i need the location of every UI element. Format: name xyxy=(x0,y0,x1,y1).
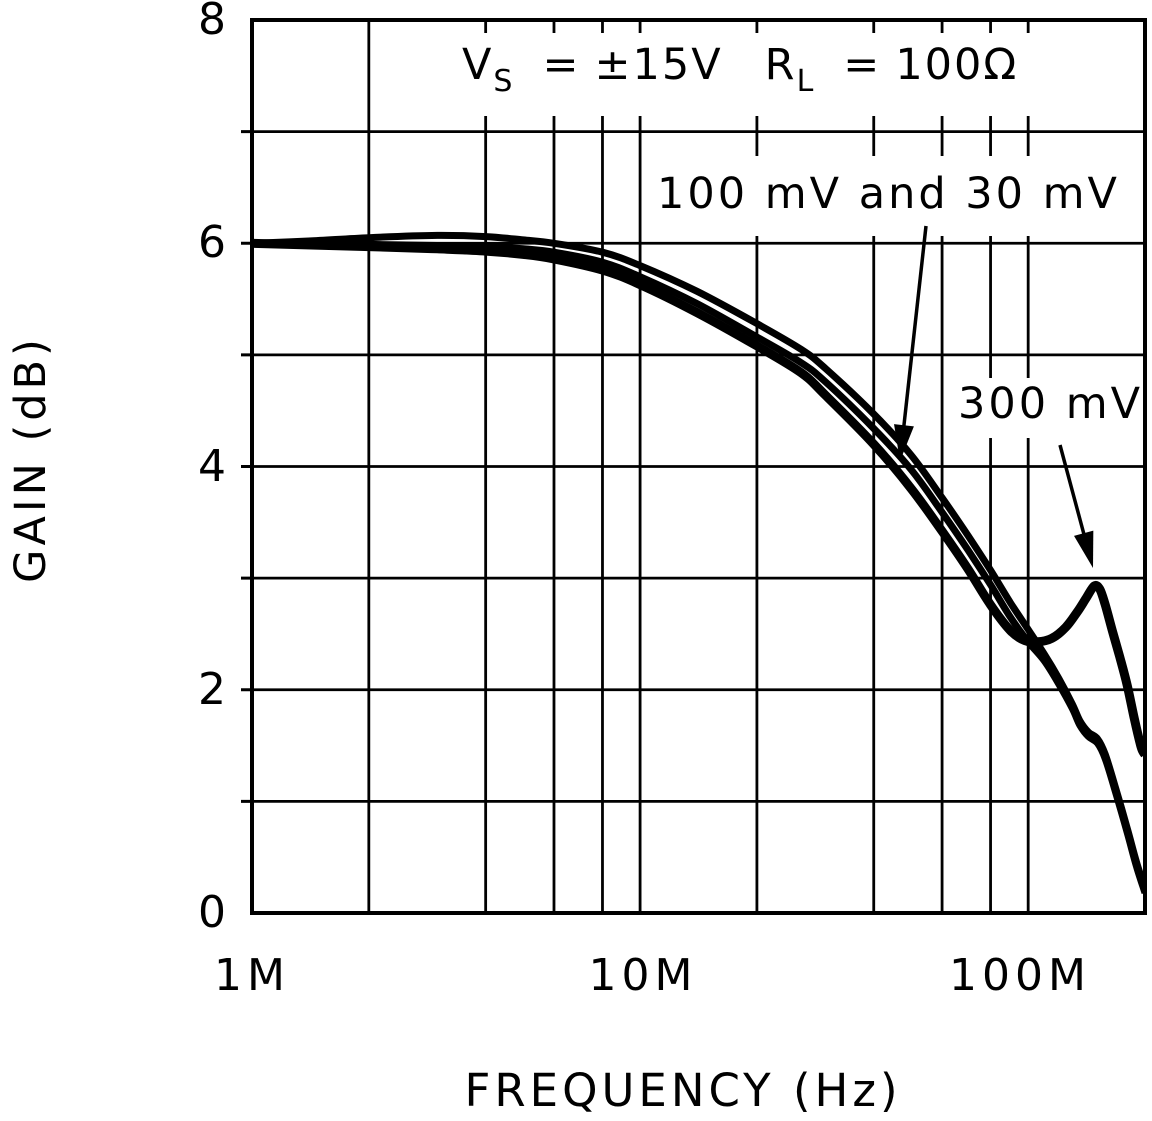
x-tick-label-1m: 1M xyxy=(214,950,290,1001)
rl-value: 100Ω xyxy=(895,40,1019,90)
y-tick-label-8: 8 xyxy=(198,0,228,45)
curve-300mv xyxy=(252,238,1145,758)
vs-subscript: S xyxy=(493,64,513,99)
curve-30mv xyxy=(252,231,1145,890)
y-tick-label-4: 4 xyxy=(198,441,228,492)
y-tick-label-0: 0 xyxy=(198,887,228,938)
y-axis-title: GAIN (dB) xyxy=(6,335,56,583)
vs-value: ±15V xyxy=(594,40,723,90)
y-tick-label-2: 2 xyxy=(198,664,228,715)
annotation-arrows xyxy=(894,225,1094,568)
rl-symbol: R xyxy=(764,40,797,90)
x-tick-label-10m: 10M xyxy=(588,950,698,1001)
gridlines xyxy=(252,20,1145,913)
vs-symbol: V xyxy=(462,40,494,90)
rl-equals: = xyxy=(843,40,882,90)
vs-equals: = xyxy=(542,40,581,90)
curve-label-100mv-30mv: 100 mV and 30 mV xyxy=(657,169,1120,219)
curve-label-300mv: 300 mV xyxy=(958,379,1144,429)
curve-100mv xyxy=(252,239,1145,894)
y-axis-ticks xyxy=(241,130,252,803)
label-backgrounds xyxy=(455,33,1142,438)
x-axis-title: FREQUENCY (Hz) xyxy=(464,1064,902,1117)
y-tick-label-6: 6 xyxy=(198,217,228,268)
condition-annotation: VS = ±15V RL = 100Ω xyxy=(462,40,1019,99)
curves xyxy=(252,231,1145,894)
rl-subscript: L xyxy=(796,64,814,99)
x-tick-label-100m: 100M xyxy=(949,950,1091,1001)
